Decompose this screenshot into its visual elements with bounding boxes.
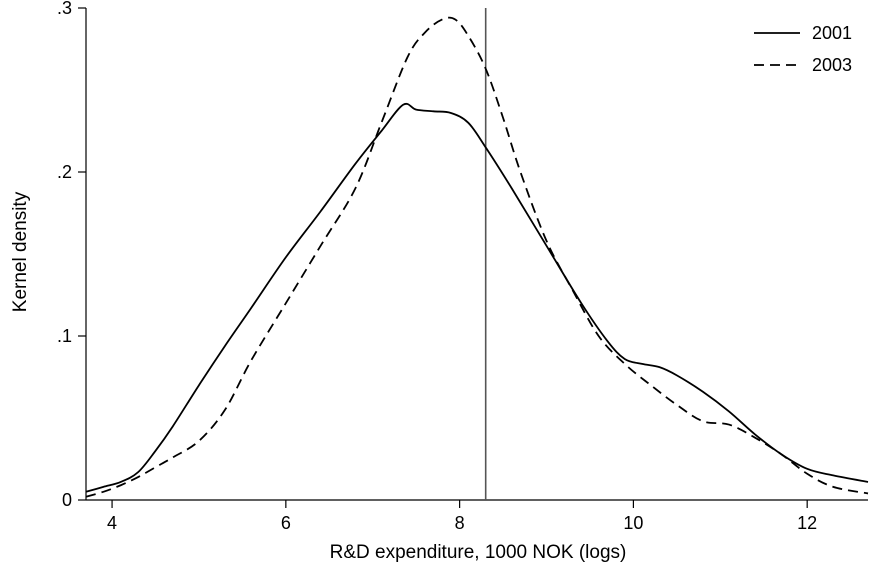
y-tick-label: .2 bbox=[57, 162, 72, 182]
x-axis-title: R&D expenditure, 1000 NOK (logs) bbox=[330, 542, 627, 563]
series-line-2001 bbox=[85, 102, 869, 493]
y-tick-label: .3 bbox=[57, 0, 72, 18]
series-line-2003 bbox=[85, 16, 869, 498]
legend: 2001 2003 bbox=[754, 23, 852, 75]
y-tick-label: 0 bbox=[62, 490, 72, 510]
y-axis-title: Kernel density bbox=[10, 191, 31, 312]
x-tick-label: 4 bbox=[107, 513, 117, 533]
x-tick-label: 12 bbox=[797, 513, 817, 533]
legend-label-2003: 2003 bbox=[812, 55, 852, 75]
y-tick-label: .1 bbox=[57, 326, 72, 346]
x-tick-label: 10 bbox=[623, 513, 643, 533]
plot-frame bbox=[85, 8, 868, 501]
x-axis: 4 6 8 10 12 bbox=[107, 500, 817, 533]
x-tick-label: 8 bbox=[455, 513, 465, 533]
x-tick-label: 6 bbox=[281, 513, 291, 533]
series-layer bbox=[85, 16, 869, 498]
y-axis: 0 .1 .2 .3 bbox=[57, 0, 86, 510]
legend-label-2001: 2001 bbox=[812, 23, 852, 43]
